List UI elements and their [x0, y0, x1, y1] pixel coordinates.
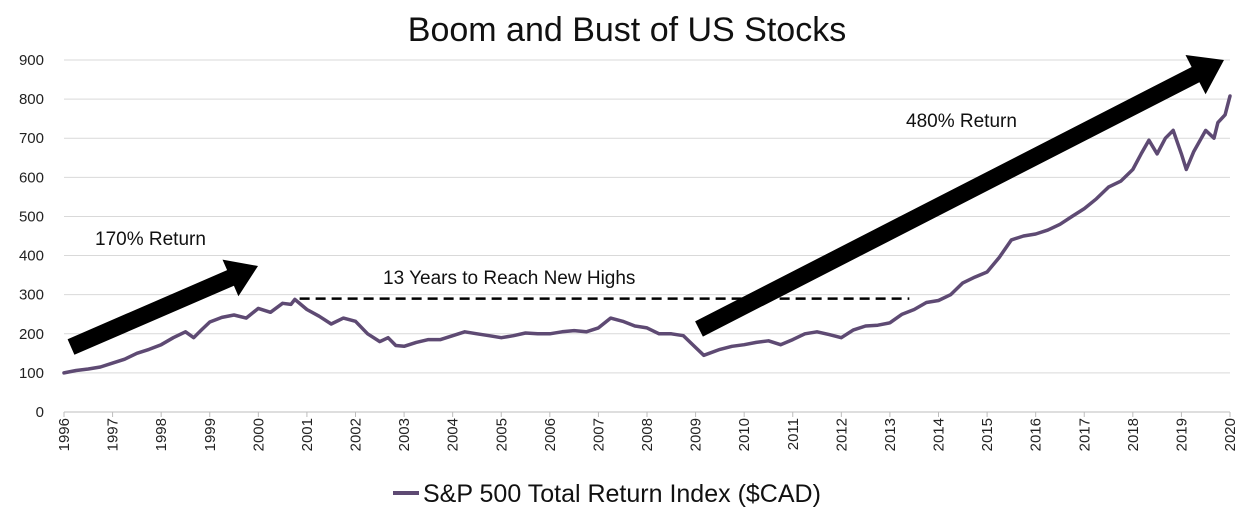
y-tick-label: 400 [19, 248, 44, 265]
x-tick-label: 2014 [931, 418, 948, 451]
chart-title: Boom and Bust of US Stocks [408, 11, 846, 49]
x-tick-label: 2003 [396, 418, 413, 451]
annotation-480-return: 480% Return [906, 111, 1017, 132]
y-tick-label: 200 [19, 326, 44, 343]
y-axis-ticks: 0 100 200 300 400 500 600 700 800 900 [19, 52, 44, 421]
x-tick-label: 2018 [1125, 418, 1142, 451]
y-tick-label: 900 [19, 52, 44, 69]
y-tick-label: 500 [19, 208, 44, 225]
series-line-sp500 [62, 94, 1232, 375]
x-tick-label: 2012 [833, 418, 850, 451]
y-tick-label: 800 [19, 91, 44, 108]
x-tick-label: 2009 [688, 418, 705, 451]
y-tick-label: 300 [19, 287, 44, 304]
x-axis-ticks: 1996 1997 1998 1999 2000 2001 2002 2003 2004 2005… [56, 412, 1239, 451]
x-tick-label: 2004 [445, 418, 462, 451]
x-tick-label: 2010 [736, 418, 753, 451]
y-tick-label: 0 [36, 404, 44, 421]
x-tick-label: 2002 [348, 418, 365, 451]
x-tick-label: 2006 [542, 418, 559, 451]
y-tick-label: 700 [19, 130, 44, 147]
y-tick-label: 600 [19, 169, 44, 186]
series-layer [62, 55, 1232, 375]
x-tick-label: 2008 [639, 418, 656, 451]
annotation-13-years: 13 Years to Reach New Highs [383, 268, 635, 289]
x-tick-label: 1997 [105, 418, 122, 451]
x-tick-label: 2015 [979, 418, 996, 451]
arrow-170-return [67, 259, 258, 355]
x-tick-label: 2019 [1173, 418, 1190, 451]
annotation-170-return: 170% Return [95, 229, 206, 250]
x-tick-label: 2001 [299, 418, 316, 451]
grid-lines [64, 59, 1230, 413]
x-tick-label: 2007 [590, 418, 607, 451]
x-tick-label: 2000 [250, 418, 267, 451]
annotations-layer: 170% Return 13 Years to Reach New Highs … [95, 111, 1017, 289]
x-tick-label: 2005 [493, 418, 510, 451]
arrow-480-return [695, 55, 1224, 337]
x-tick-label: 1996 [56, 418, 73, 451]
x-tick-label: 2013 [882, 418, 899, 451]
x-tick-label: 2020 [1222, 418, 1239, 451]
x-tick-label: 2016 [1028, 418, 1045, 451]
x-tick-label: 2017 [1076, 418, 1093, 451]
y-tick-label: 100 [19, 365, 44, 382]
x-tick-label: 2011 [785, 418, 802, 450]
x-tick-label: 1998 [153, 418, 170, 451]
x-tick-label: 1999 [202, 418, 219, 451]
legend: S&P 500 Total Return Index ($CAD) [393, 480, 821, 508]
legend-label: S&P 500 Total Return Index ($CAD) [423, 480, 821, 508]
